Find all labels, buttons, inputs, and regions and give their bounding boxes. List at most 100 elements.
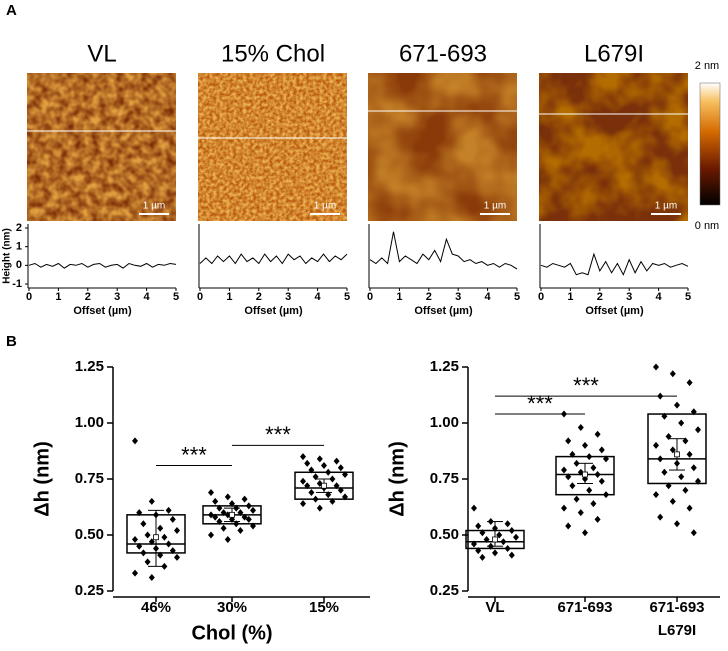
data-point bbox=[250, 506, 256, 514]
scale-bar-label: 1 µm bbox=[655, 201, 677, 212]
x-tick-label: 0 bbox=[26, 291, 32, 303]
afm-image bbox=[539, 73, 688, 221]
y-tick-label: 1 bbox=[16, 241, 22, 253]
data-point bbox=[682, 486, 689, 494]
y-axis-label: Δh (nm) bbox=[386, 441, 408, 516]
data-point bbox=[565, 437, 572, 445]
image-title: 671-693 bbox=[399, 40, 487, 67]
y-axis-label: Height (nm) bbox=[2, 228, 13, 284]
y-tick-label: 1.00 bbox=[430, 414, 459, 431]
data-point bbox=[686, 450, 693, 458]
panel-label: A bbox=[6, 2, 17, 19]
y-axis-label: Δh (nm) bbox=[31, 441, 53, 516]
data-point bbox=[208, 488, 214, 496]
significance-label: *** bbox=[527, 391, 553, 416]
data-point bbox=[586, 486, 593, 494]
data-point bbox=[174, 553, 180, 561]
box bbox=[555, 455, 615, 496]
data-point bbox=[479, 529, 486, 537]
x-axis-label: Chol (%) bbox=[191, 622, 272, 644]
data-point bbox=[475, 522, 482, 530]
x-tick-label: 0 bbox=[367, 291, 373, 303]
data-point bbox=[161, 562, 168, 570]
data-point bbox=[661, 468, 668, 476]
data-point bbox=[690, 408, 697, 416]
data-point bbox=[241, 513, 248, 521]
data-point bbox=[513, 533, 519, 541]
data-point bbox=[653, 363, 659, 371]
box bbox=[647, 413, 707, 485]
data-point bbox=[492, 524, 498, 532]
data-point bbox=[669, 497, 676, 505]
y-tick-label: 1.00 bbox=[75, 414, 104, 431]
profile-line bbox=[540, 252, 689, 276]
x-tick-label: 3 bbox=[285, 291, 291, 303]
data-point bbox=[342, 471, 348, 479]
data-point bbox=[492, 549, 498, 557]
data-point bbox=[582, 529, 588, 537]
significance-label: *** bbox=[573, 373, 599, 398]
x-tick-label: 2 bbox=[597, 291, 603, 303]
data-point bbox=[312, 473, 319, 481]
image-title: L679I bbox=[584, 40, 644, 67]
mean bbox=[492, 536, 498, 543]
data-point bbox=[174, 527, 180, 535]
data-point bbox=[161, 533, 168, 541]
data-point bbox=[590, 500, 597, 508]
data-point bbox=[569, 450, 576, 458]
data-point bbox=[220, 524, 227, 532]
data-point bbox=[132, 569, 138, 577]
x-tick-label: 4 bbox=[656, 291, 663, 303]
data-point bbox=[674, 401, 680, 409]
y-tick-label: 0.75 bbox=[430, 470, 459, 487]
data-point bbox=[245, 502, 252, 510]
mean bbox=[321, 482, 327, 489]
data-point bbox=[245, 515, 252, 523]
x-axis-label: Offset (µm) bbox=[244, 305, 303, 317]
x-tick-label: 671-693 bbox=[649, 599, 704, 616]
mean bbox=[229, 511, 235, 518]
data-point bbox=[686, 504, 693, 512]
data-point bbox=[479, 553, 486, 561]
colorbar bbox=[699, 82, 721, 206]
afm-image bbox=[27, 73, 176, 221]
data-point bbox=[165, 540, 172, 548]
y-tick-label: 0.25 bbox=[75, 582, 104, 599]
data-point bbox=[140, 520, 147, 528]
profile-line bbox=[199, 253, 348, 265]
data-point bbox=[682, 437, 689, 445]
data-point bbox=[212, 513, 219, 521]
data-point bbox=[561, 504, 567, 512]
data-point bbox=[165, 506, 172, 514]
x-tick-label: 4 bbox=[485, 291, 492, 303]
data-point bbox=[569, 482, 576, 490]
data-point bbox=[653, 491, 659, 499]
x-tick-label: L679I bbox=[658, 622, 696, 639]
x-tick-label: 1 bbox=[396, 291, 402, 303]
profile-line bbox=[28, 262, 177, 269]
data-point bbox=[337, 464, 344, 472]
data-point bbox=[308, 488, 315, 496]
data-point bbox=[483, 535, 490, 543]
data-point bbox=[316, 504, 323, 512]
data-point bbox=[157, 551, 164, 559]
x-tick-label: 2 bbox=[426, 291, 432, 303]
data-point bbox=[603, 491, 609, 499]
data-point bbox=[333, 457, 340, 465]
x-tick-label: 1 bbox=[226, 291, 232, 303]
data-point bbox=[157, 524, 164, 532]
data-point bbox=[148, 574, 155, 582]
data-point bbox=[565, 522, 572, 530]
data-point bbox=[669, 370, 676, 378]
data-point bbox=[475, 547, 482, 555]
data-point bbox=[471, 540, 477, 548]
data-point bbox=[577, 423, 584, 431]
data-point bbox=[308, 466, 315, 474]
x-tick-label: 671-693 bbox=[557, 599, 612, 616]
y-tick-label: 0.50 bbox=[430, 526, 459, 543]
data-point bbox=[586, 453, 593, 461]
data-point bbox=[333, 482, 340, 490]
significance-label: *** bbox=[265, 422, 291, 447]
significance-label: *** bbox=[181, 442, 207, 467]
image-title: VL bbox=[87, 40, 116, 67]
